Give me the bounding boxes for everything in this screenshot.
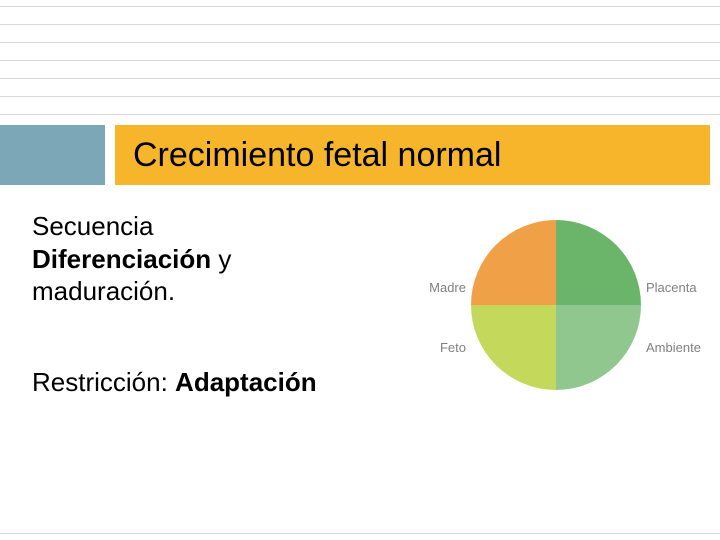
para2-bold: Adaptación bbox=[175, 367, 317, 397]
pie-quadrant-placenta bbox=[556, 220, 641, 305]
pie-label-madre: Madre bbox=[416, 280, 466, 295]
body-text-block: Secuencia Diferenciación y maduración. R… bbox=[32, 210, 392, 398]
pie-chart: Madre Placenta Feto Ambiente bbox=[416, 210, 696, 410]
pie-circle bbox=[471, 220, 641, 390]
title-bar: Crecimiento fetal normal bbox=[0, 125, 720, 185]
pie-label-feto: Feto bbox=[436, 340, 466, 355]
pie-quadrant-madre bbox=[471, 220, 556, 305]
para1-rest: y bbox=[211, 244, 231, 274]
ruled-paper-lines bbox=[0, 0, 720, 125]
pie-label-placenta: Placenta bbox=[646, 280, 697, 295]
pie-quadrant-feto bbox=[471, 305, 556, 390]
page-title: Crecimiento fetal normal bbox=[133, 136, 501, 175]
title-accent-block bbox=[0, 125, 105, 185]
pie-quadrant-ambiente bbox=[556, 305, 641, 390]
para1-line1: Secuencia bbox=[32, 211, 153, 241]
para1-line3: maduración. bbox=[32, 276, 175, 306]
pie-label-ambiente: Ambiente bbox=[646, 340, 701, 355]
paragraph-restriction: Restricción: Adaptación bbox=[32, 366, 392, 399]
title-background: Crecimiento fetal normal bbox=[115, 125, 710, 185]
para1-bold: Diferenciación bbox=[32, 244, 211, 274]
bottom-rule bbox=[0, 533, 720, 534]
para2-prefix: Restricción: bbox=[32, 367, 175, 397]
paragraph-sequence: Secuencia Diferenciación y maduración. bbox=[32, 210, 392, 308]
